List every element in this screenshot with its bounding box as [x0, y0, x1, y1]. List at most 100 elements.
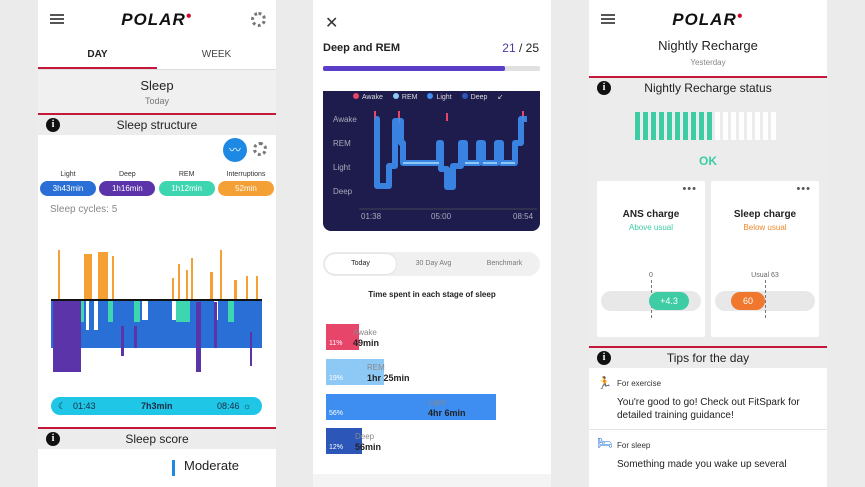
tab-week[interactable]: WEEK — [201, 49, 232, 60]
charge-value: +4.3 — [649, 292, 689, 310]
interruption-mark — [186, 270, 188, 300]
interruption-mark — [210, 272, 213, 300]
legend-label: Deep — [118, 171, 136, 178]
hypnogram-chart — [359, 111, 537, 210]
stage-bar-awake: 11% — [326, 324, 359, 350]
tab-today[interactable]: Today — [325, 254, 396, 274]
interruption-mark — [234, 280, 237, 300]
stage-name: Deep — [355, 432, 375, 441]
legend-value: 52min — [217, 181, 274, 196]
interruption-mark — [112, 256, 114, 300]
white-gap — [86, 300, 89, 330]
sleep-cycles: Sleep cycles: 5 — [50, 204, 118, 215]
hypnogram-legend: Awake REM Light Deep ↙ — [353, 93, 503, 101]
section-title: Nightly Recharge status — [644, 81, 772, 95]
card-reference: Usual 63 — [751, 272, 779, 279]
deep-sleep-block — [121, 326, 124, 356]
recharge-level-bar — [747, 112, 752, 140]
stage-name: Awake — [353, 328, 377, 337]
tab-benchmark[interactable]: Benchmark — [486, 260, 523, 267]
legend-value: 1h16min — [99, 181, 156, 196]
interruption-mark — [172, 278, 174, 300]
sleep-score: Moderate — [38, 450, 276, 487]
recharge-level-bar — [723, 112, 728, 140]
tip-sleep[interactable]: 🛏 For sleep Something made you wake up s… — [589, 432, 827, 487]
page-subtitle: Yesterday — [690, 58, 726, 67]
close-icon[interactable]: ✕ — [325, 15, 339, 32]
sleep-charge-card[interactable]: ••• Sleep charge Below usual Usual 63 60 — [711, 181, 819, 337]
more-icon[interactable]: ••• — [796, 183, 811, 195]
interruption-mark — [84, 254, 92, 300]
recharge-level-bar — [771, 112, 776, 140]
stage-name: REM — [367, 363, 385, 372]
gear-icon[interactable] — [251, 12, 266, 27]
recharge-level-bar — [715, 112, 720, 140]
stage-value: 4hr 6min — [428, 408, 466, 418]
menu-icon[interactable] — [601, 14, 615, 24]
card-reference: 0 — [649, 272, 653, 279]
period-tabs: DAY WEEK — [38, 40, 276, 70]
white-gap — [94, 300, 98, 330]
stage-value: 1hr 25min — [367, 373, 410, 383]
more-icon[interactable]: ••• — [682, 183, 697, 195]
tab-day[interactable]: DAY — [38, 40, 157, 69]
info-icon[interactable]: i — [46, 118, 60, 132]
sunrise-icon: ☼ — [243, 401, 252, 411]
legend-label: Interruptions — [226, 171, 266, 178]
stage-value: 56min — [355, 442, 382, 452]
tip-text: You're good to go! Check out FitSpark fo… — [617, 397, 800, 421]
legend-label: REM — [178, 171, 195, 178]
recharge-level-bar — [675, 112, 680, 140]
interruption-mark — [191, 258, 193, 300]
time-label-start: 01:38 — [361, 212, 382, 221]
deep-sleep-block — [134, 326, 137, 348]
moon-icon: ☾ — [58, 401, 67, 411]
info-icon[interactable]: i — [597, 351, 611, 365]
hypnogram-icon[interactable] — [253, 142, 267, 156]
interruption-mark — [256, 276, 258, 300]
recharge-level-bar — [667, 112, 672, 140]
info-icon[interactable]: i — [597, 81, 611, 95]
section-title: Tips for the day — [666, 351, 750, 365]
trend-chart-icon[interactable]: 〰 — [223, 138, 247, 162]
legend-awake: Awake — [353, 93, 383, 101]
bottom-strip — [313, 474, 551, 487]
tip-exercise[interactable]: 🏃 For exercise You're good to go! Check … — [589, 370, 827, 430]
deep-sleep-block — [250, 332, 252, 366]
stage-bar-rem: 19% — [326, 359, 384, 385]
polar-logo: POLAR● — [672, 10, 744, 29]
section-subtitle: Time spent in each stage of sleep — [368, 290, 496, 299]
stage-name: Light — [428, 398, 446, 407]
recharge-status: OK — [699, 154, 717, 168]
tab-30-day-avg[interactable]: 30 Day Avg — [415, 260, 452, 267]
tip-category: For exercise — [617, 379, 662, 388]
recharge-bars — [635, 112, 776, 140]
page-title: Sleep — [140, 78, 174, 93]
recharge-level-bar — [707, 112, 712, 140]
recharge-level-bar — [635, 112, 640, 140]
menu-icon[interactable] — [50, 14, 64, 24]
recharge-level-bar — [691, 112, 696, 140]
info-icon[interactable]: i — [46, 432, 60, 446]
sleep-screen: POLAR● DAY WEEK Sleep Today i Sleep stru… — [38, 0, 276, 487]
sleep-structure-header: i Sleep structure — [38, 113, 276, 135]
legend-value: 3h43min — [40, 181, 96, 196]
legend-light: Light — [427, 93, 452, 101]
collapse-icon[interactable]: ↙ — [497, 94, 504, 101]
score-indicator — [172, 460, 175, 476]
deep-sleep-block — [214, 302, 217, 348]
hypnogram-card: Awake REM Light Deep ↙ Awake REM Light D… — [323, 91, 540, 231]
interruption-mark — [178, 264, 180, 300]
recharge-status-header: i Nightly Recharge status — [589, 76, 827, 98]
legend-rem: REM 1h12min — [158, 171, 215, 196]
recharge-level-bar — [731, 112, 736, 140]
ans-charge-card[interactable]: ••• ANS charge Above usual 0 +4.3 — [597, 181, 705, 337]
hypnogram-line — [374, 116, 527, 190]
stage-value: 49min — [353, 338, 380, 348]
bed-icon: 🛏 — [597, 436, 613, 450]
sleep-end-time: 08:46 — [217, 401, 240, 411]
sleep-structure-chart — [51, 250, 262, 372]
legend-rem: REM — [392, 93, 417, 101]
card-title: Sleep charge — [733, 209, 797, 220]
comparison-tabs: Today 30 Day Avg Benchmark — [323, 252, 540, 276]
